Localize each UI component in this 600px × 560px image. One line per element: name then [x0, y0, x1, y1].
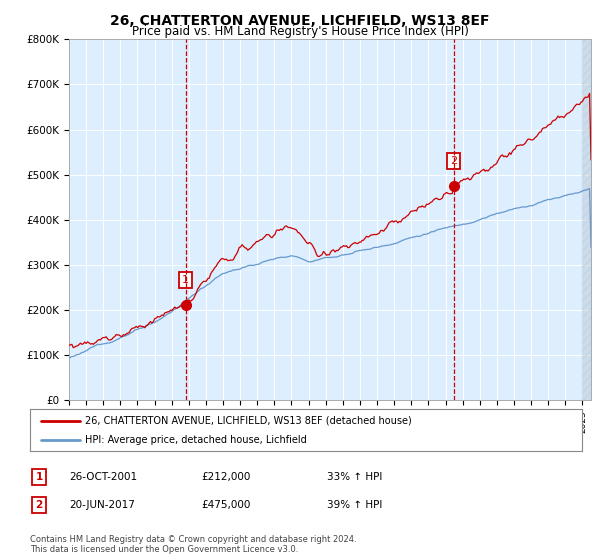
Text: 2: 2 [35, 500, 43, 510]
Text: 20-JUN-2017: 20-JUN-2017 [69, 500, 135, 510]
Text: 33% ↑ HPI: 33% ↑ HPI [327, 472, 382, 482]
Text: £212,000: £212,000 [201, 472, 250, 482]
Text: 26, CHATTERTON AVENUE, LICHFIELD, WS13 8EF: 26, CHATTERTON AVENUE, LICHFIELD, WS13 8… [110, 14, 490, 28]
Text: 39% ↑ HPI: 39% ↑ HPI [327, 500, 382, 510]
Text: 1: 1 [182, 275, 189, 285]
Text: Contains HM Land Registry data © Crown copyright and database right 2024.
This d: Contains HM Land Registry data © Crown c… [30, 535, 356, 554]
Text: Price paid vs. HM Land Registry's House Price Index (HPI): Price paid vs. HM Land Registry's House … [131, 25, 469, 38]
Text: 26-OCT-2001: 26-OCT-2001 [69, 472, 137, 482]
Text: 1: 1 [35, 472, 43, 482]
Text: 2: 2 [450, 156, 457, 166]
Text: £475,000: £475,000 [201, 500, 250, 510]
Text: 26, CHATTERTON AVENUE, LICHFIELD, WS13 8EF (detached house): 26, CHATTERTON AVENUE, LICHFIELD, WS13 8… [85, 416, 412, 426]
Text: HPI: Average price, detached house, Lichfield: HPI: Average price, detached house, Lich… [85, 435, 307, 445]
